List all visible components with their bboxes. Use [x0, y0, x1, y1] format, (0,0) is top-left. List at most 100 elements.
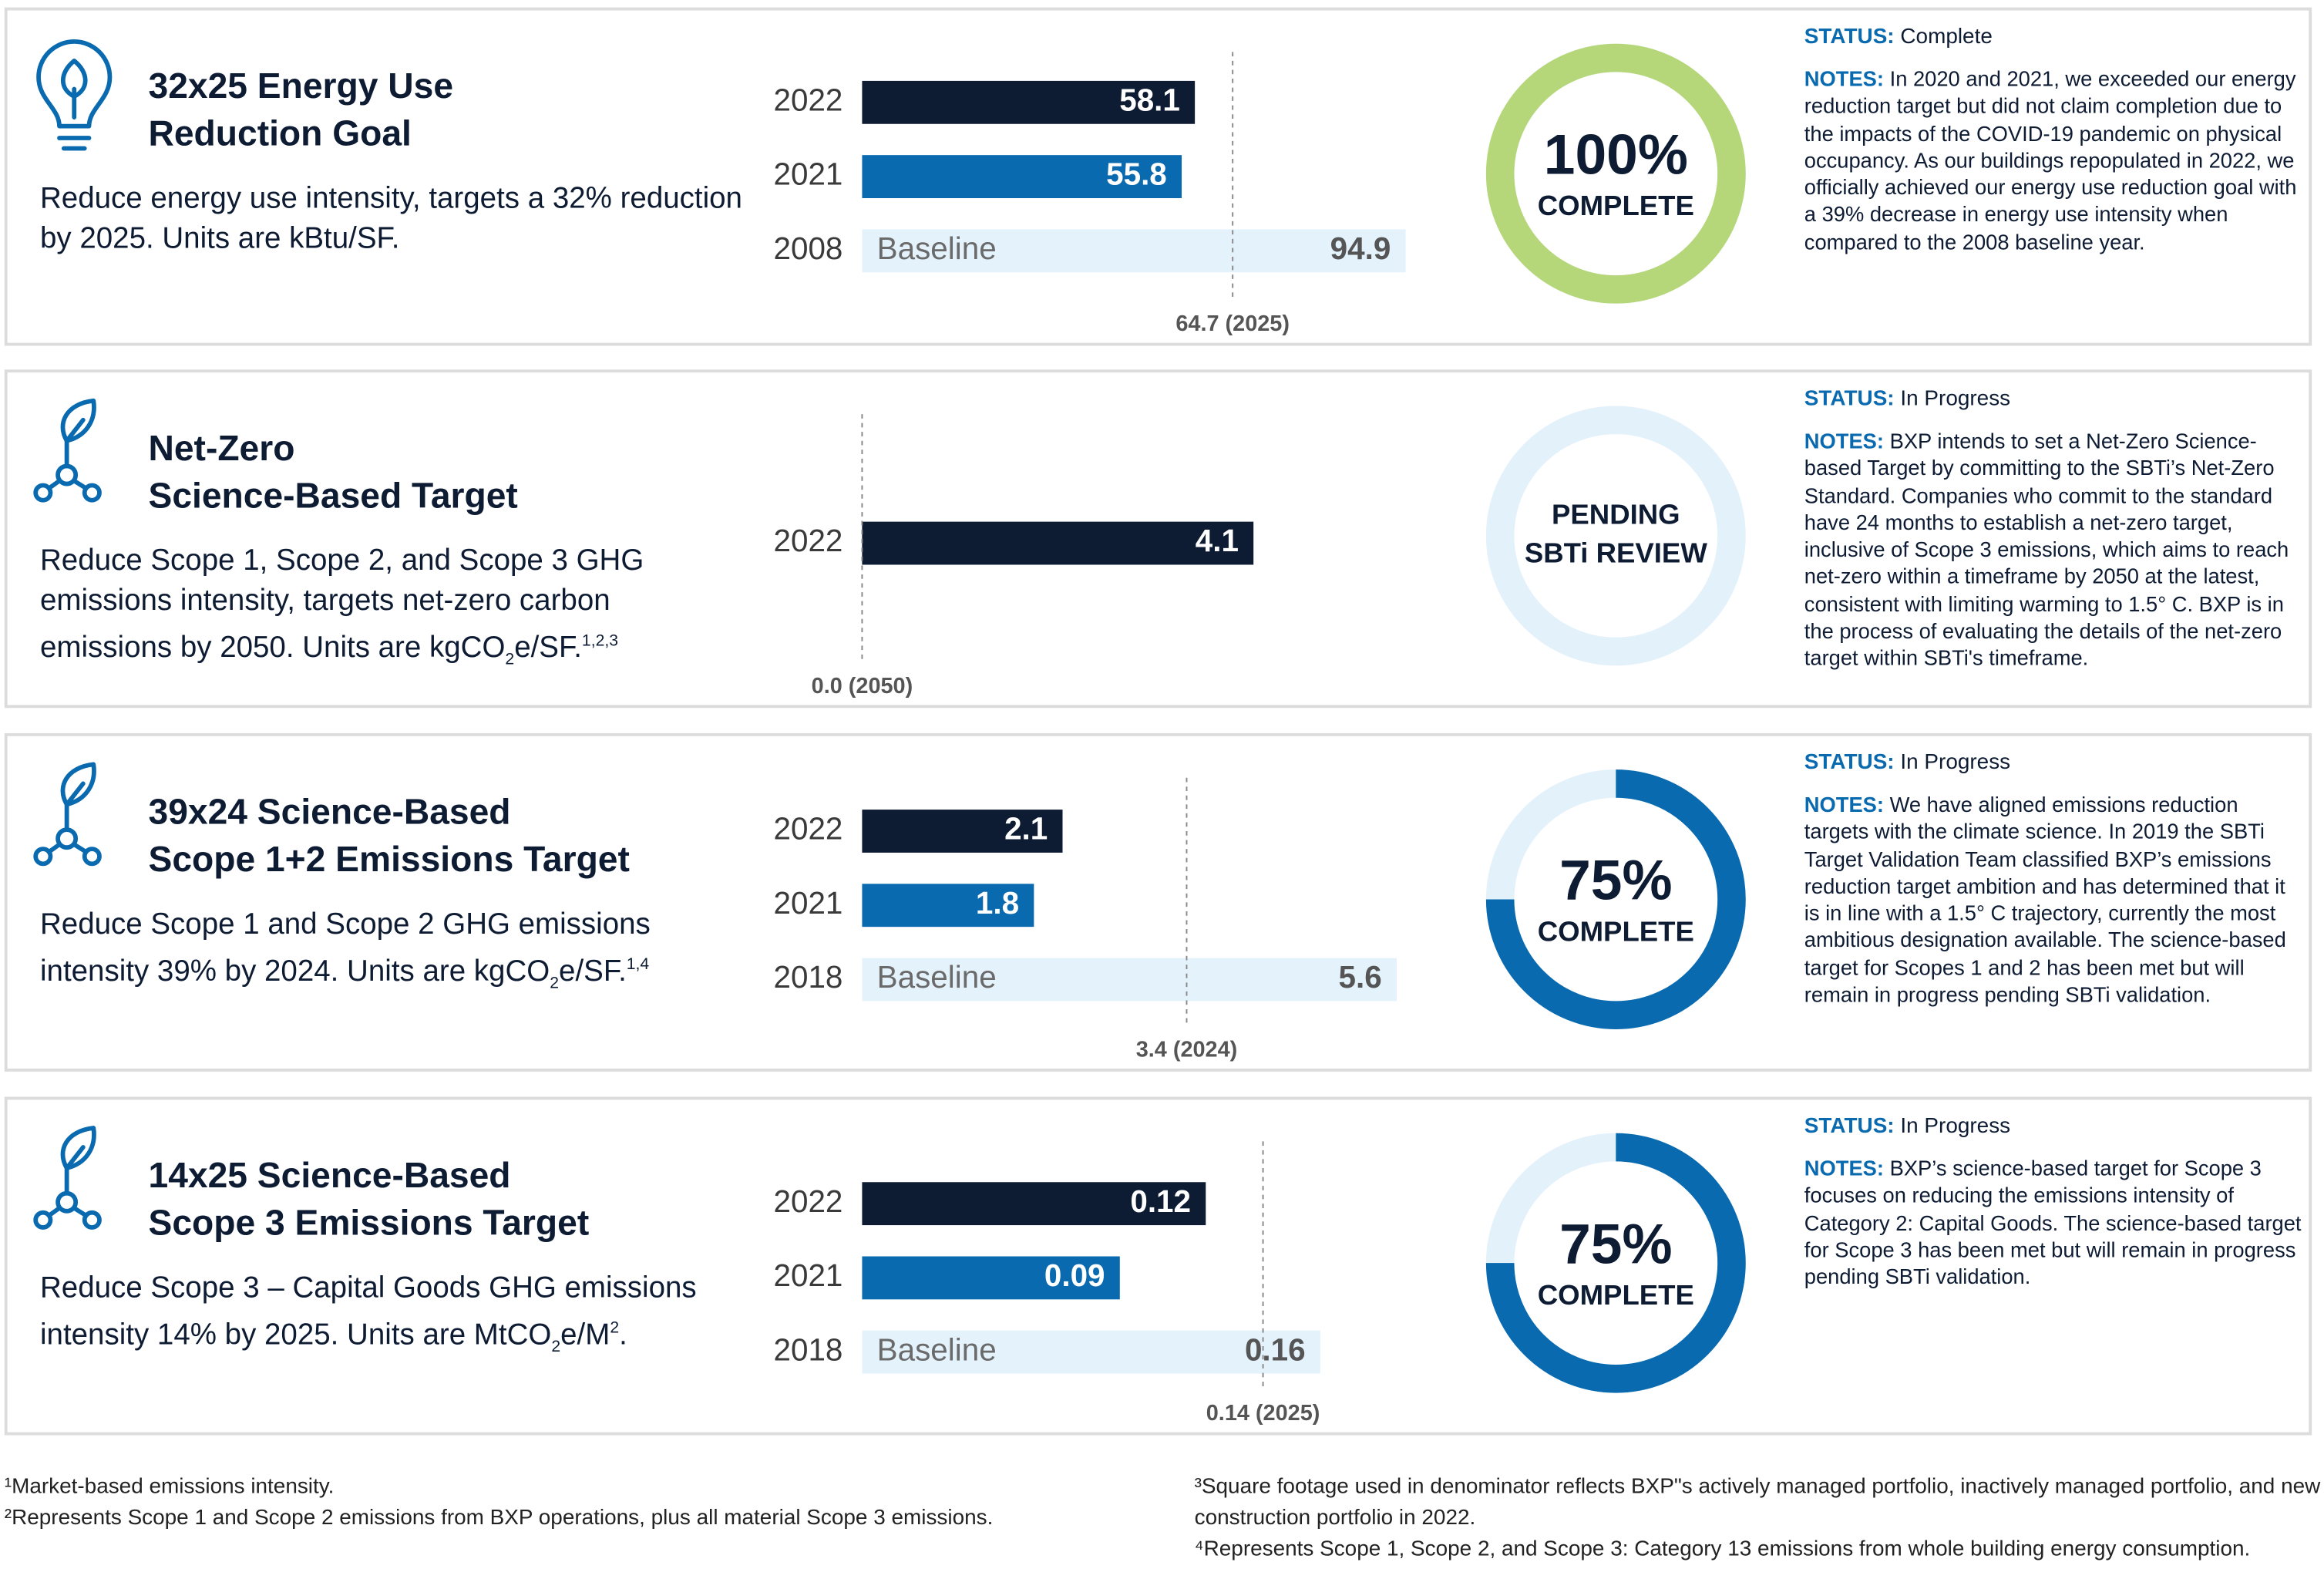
notes-label: NOTES: [1804, 430, 1884, 455]
status-value: Complete [1900, 25, 1993, 49]
status: STATUS: Complete [1804, 25, 1993, 49]
panel-title: Scope 1+2 Emissions Target [148, 840, 630, 880]
notes-text: We have aligned emissions reduction targ… [1804, 793, 2286, 1008]
status-label: STATUS: [1804, 387, 1895, 412]
category-label: 2022 [774, 811, 843, 847]
value-label: 0.16 [1245, 1332, 1306, 1367]
bond [72, 478, 89, 491]
notes-text: BXP intends to set a Net-Zero Science-ba… [1804, 430, 2289, 672]
description-run: . [619, 1318, 627, 1352]
notes: NOTES: We have aligned emissions reducti… [1804, 793, 2302, 1010]
bar [862, 1182, 1206, 1226]
panel-title: Scope 3 Emissions Target [148, 1204, 590, 1244]
status-label: STATUS: [1804, 751, 1895, 775]
description-run: Reduce Scope 1 and Scope 2 GHG emissions… [39, 908, 651, 988]
bar-text: Baseline [877, 1332, 997, 1367]
panel-title: 14x25 Science-Based [148, 1156, 511, 1197]
footnote: ⁴Represents Scope 1, Scope 2, and Scope … [1194, 1537, 2251, 1562]
bar-text: Baseline [877, 231, 997, 266]
node [82, 483, 102, 503]
category-label: 2021 [774, 1257, 843, 1293]
bar [862, 958, 1397, 1002]
bar [862, 80, 1196, 124]
status: STATUS: In Progress [1804, 751, 2010, 775]
node [55, 463, 79, 486]
description-run: 2 [550, 975, 560, 993]
description-run: 2 [551, 1338, 561, 1356]
category-label: 2021 [774, 885, 843, 921]
status-label: STATUS: [1804, 1114, 1895, 1139]
description: Reduce Scope 3 – Capital Goods GHG emiss… [40, 1269, 745, 1368]
status-value: In Progress [1900, 387, 2011, 412]
footnote: ³Square footage used in denominator refl… [1194, 1475, 2321, 1530]
donut-text: PENDING [1552, 499, 1680, 530]
donut-percent: 100% [1544, 123, 1688, 186]
value-label: 4.1 [1196, 523, 1239, 558]
category-label: 2021 [774, 157, 843, 192]
panel-box [4, 369, 2312, 709]
panel-title: Science-Based Target [148, 476, 518, 517]
category-label: 2022 [774, 1183, 843, 1219]
node [82, 1210, 102, 1230]
panel-box [4, 1096, 2312, 1436]
bar [862, 155, 1182, 198]
panel-title: Net-Zero [148, 429, 295, 470]
donut-text: COMPLETE [1538, 190, 1694, 221]
bulb-leaf [61, 59, 88, 120]
footnote: ²Represents Scope 1 and Scope 2 emission… [4, 1506, 994, 1530]
value-label: 5.6 [1339, 959, 1382, 995]
value-label: 1.8 [976, 885, 1019, 921]
notes: NOTES: In 2020 and 2021, we exceeded our… [1804, 67, 2302, 258]
notes-label: NOTES: [1804, 1157, 1884, 1182]
node [33, 483, 53, 503]
bond [46, 478, 62, 491]
notes-text: In 2020 and 2021, we exceeded our energy… [1804, 68, 2297, 255]
bar [862, 1256, 1120, 1300]
category-label: 2022 [774, 523, 843, 558]
icon [33, 1126, 102, 1230]
value-label: 0.09 [1044, 1257, 1105, 1293]
description-run: Reduce energy use intensity, targets a 3… [39, 182, 742, 256]
bar [862, 229, 1406, 273]
status: STATUS: In Progress [1804, 387, 2010, 411]
description-run: e/SF. [514, 631, 582, 665]
icon [33, 398, 102, 503]
bar-text: Baseline [877, 959, 997, 995]
description-run: 2 [505, 651, 515, 669]
donut-percent: 75% [1559, 849, 1672, 912]
node [82, 847, 102, 867]
notes-label: NOTES: [1804, 793, 1884, 818]
donut-arc [1485, 1133, 1746, 1393]
value-label: 94.9 [1330, 231, 1391, 266]
description-run: Reduce Scope 1, Scope 2, and Scope 3 GHG… [39, 544, 644, 665]
donut-text: SBTi REVIEW [1525, 537, 1708, 569]
panel-title: 32x25 Energy Use [148, 66, 454, 107]
bond [46, 1206, 62, 1218]
bar [862, 1330, 1320, 1374]
node [33, 847, 53, 867]
value-label: 0.12 [1130, 1183, 1191, 1219]
status: STATUS: In Progress [1804, 1115, 2010, 1139]
icon [36, 39, 113, 151]
panel-title: 39x24 Science-Based [148, 792, 511, 833]
node [55, 827, 79, 850]
donut-ring [1485, 406, 1746, 666]
node [55, 1190, 79, 1214]
target-label: 64.7 (2025) [1175, 311, 1290, 336]
description-run: 1,2,3 [581, 632, 619, 651]
value-label: 58.1 [1119, 82, 1180, 117]
donut-percent: 75% [1559, 1212, 1672, 1275]
category-label: 2022 [774, 82, 843, 117]
panel-box [4, 7, 2312, 346]
target-label: 0.0 (2050) [812, 674, 913, 699]
donut-arc [1485, 43, 1746, 304]
category-label: 2018 [774, 959, 843, 995]
description: Reduce Scope 1, Scope 2, and Scope 3 GHG… [40, 542, 745, 681]
notes-label: NOTES: [1804, 68, 1884, 93]
description-run: 1,4 [626, 955, 650, 974]
bond [72, 842, 89, 854]
bar [862, 810, 1063, 853]
